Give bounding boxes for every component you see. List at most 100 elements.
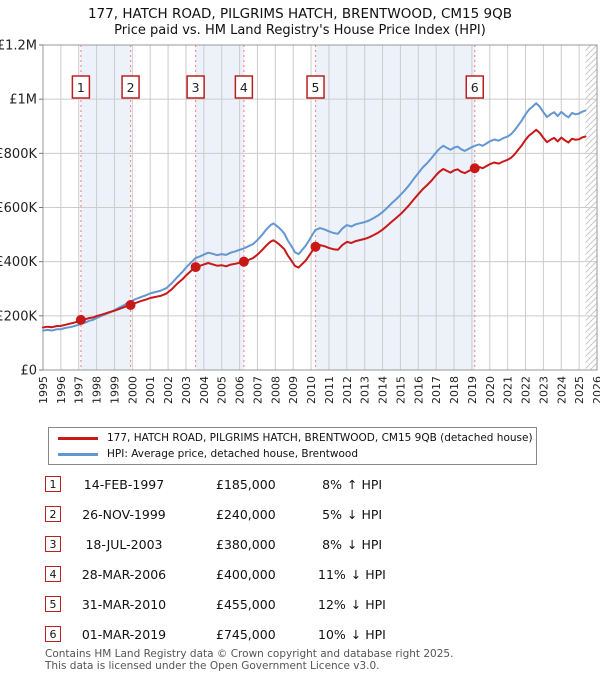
sale-point-dot (125, 300, 136, 310)
row-date: 14-FEB-1997 (83, 476, 165, 492)
sale-point-dot (310, 241, 321, 252)
x-axis-year-label: 2025 (573, 376, 586, 404)
sale-number-box (71, 75, 91, 99)
row-number-box: 6 (45, 626, 61, 642)
row-number-box: 1 (45, 476, 61, 492)
x-axis-year-label: 2024 (555, 376, 568, 404)
x-axis-year-label: 2008 (269, 376, 282, 404)
x-axis-year-label: 2018 (448, 376, 461, 404)
table-row: 1 14-FEB-1997 £185,000 8% ↑ HPI (45, 469, 565, 499)
row-number-box: 2 (45, 506, 61, 522)
y-axis-label: £200K (0, 309, 37, 324)
x-axis-year-label: 2006 (234, 376, 247, 404)
x-axis-year-label: 2019 (466, 376, 479, 404)
sale-point-dot (75, 314, 86, 325)
x-axis-year-label: 2007 (251, 376, 264, 404)
x-axis-year-label: 1998 (91, 376, 104, 404)
row-date: 26-NOV-1999 (82, 506, 166, 522)
footer: Contains HM Land Registry data © Crown c… (45, 648, 454, 672)
row-price: £400,000 (216, 566, 276, 582)
x-axis-year-label: 2003 (180, 376, 193, 404)
row-hpi-delta: 5% ↓ HPI (322, 506, 383, 522)
row-date: 28-MAR-2006 (81, 566, 167, 582)
sale-point-dot (190, 262, 201, 273)
y-axis-label: £0 (20, 364, 37, 379)
sale-number-box (121, 75, 140, 99)
row-price: £455,000 (216, 596, 276, 612)
page-subtitle: Price paid vs. HM Land Registry's House … (114, 23, 486, 38)
row-hpi-delta: 8% ↓ HPI (322, 536, 383, 552)
row-number-box: 3 (45, 536, 61, 552)
row-hpi-delta: 12% ↓ HPI (318, 596, 386, 612)
legend-item-hpi: HPI: Average price, detached house, Bren… (58, 448, 536, 460)
hpi-line-swatch (58, 452, 98, 456)
row-number-box: 4 (45, 566, 61, 582)
table-row: 4 28-MAR-2006 £400,000 11% ↓ HPI (45, 559, 565, 589)
table-row: 3 18-JUL-2003 £380,000 8% ↓ HPI (45, 529, 565, 559)
x-axis-year-label: 2001 (144, 376, 157, 404)
row-price: £185,000 (216, 476, 276, 492)
row-number-box: 5 (45, 596, 61, 612)
page-title: 177, HATCH ROAD, PILGRIMS HATCH, BRENTWO… (87, 6, 513, 22)
table-row: 6 01-MAR-2019 £745,000 10% ↓ HPI (45, 619, 565, 649)
table-row: 2 26-NOV-1999 £240,000 5% ↓ HPI (45, 499, 565, 529)
x-axis-year-label: 2022 (520, 376, 533, 404)
footer-line-1: Contains HM Land Registry data © Crown c… (45, 648, 454, 660)
price-chart: 1 2 3 4 5 6 £0 £200K £400K £600K £800K £1M £1.2M 1995… (0, 39, 600, 405)
x-axis-year-label: 2005 (216, 376, 229, 404)
row-date: 31-MAR-2010 (81, 596, 167, 612)
y-axis-label: £800K (0, 147, 37, 162)
sale-number-label: 5 (312, 80, 320, 95)
x-axis-year-label: 2010 (305, 376, 318, 404)
row-hpi-delta: 11% ↓ HPI (318, 566, 386, 582)
x-axis-year-label: 1997 (73, 376, 86, 404)
row-price: £240,000 (216, 506, 276, 522)
row-hpi-delta: 8% ↑ HPI (322, 476, 383, 492)
x-axis-year-label: 2004 (198, 376, 211, 404)
x-axis-year-label: 2017 (430, 376, 443, 404)
hpi-line (42, 102, 587, 332)
legend-item-property: 177, HATCH ROAD, PILGRIMS HATCH, BRENTWO… (58, 432, 536, 444)
sale-number-label: 4 (240, 80, 248, 95)
y-axis-label: £600K (0, 201, 37, 216)
x-axis-year-label: 2000 (126, 376, 139, 404)
x-axis-year-label: 2009 (287, 376, 300, 404)
x-axis-year-label: 2020 (484, 376, 497, 404)
x-axis-year-label: 2014 (377, 376, 390, 404)
sale-number-box (306, 75, 325, 99)
row-price: £745,000 (216, 626, 276, 642)
sale-number-label: 2 (127, 80, 135, 95)
property-line (42, 128, 587, 329)
x-axis-year-label: 1996 (55, 376, 68, 404)
footer-line-2: This data is licensed under the Open Gov… (45, 659, 380, 672)
x-axis-year-label: 2002 (162, 376, 175, 404)
sale-point-dot (238, 256, 249, 267)
row-date: 01-MAR-2019 (81, 626, 167, 642)
x-axis-year-label: 1999 (108, 376, 121, 404)
y-axis-label: £1.2M (0, 39, 37, 54)
x-axis-year-label: 2013 (359, 376, 372, 404)
chart-legend: 177, HATCH ROAD, PILGRIMS HATCH, BRENTWO… (48, 427, 537, 465)
x-axis-year-label: 2015 (394, 376, 407, 404)
table-row: 5 31-MAR-2010 £455,000 12% ↓ HPI (45, 589, 565, 619)
x-axis-year-label: 2021 (502, 376, 515, 404)
transactions-table: 1 14-FEB-1997 £185,000 8% ↑ HPI 2 26-NOV-1999 £… (45, 469, 565, 649)
x-axis-year-label: 1995 (37, 376, 50, 404)
row-date: 18-JUL-2003 (85, 536, 163, 552)
sale-number-box (465, 75, 485, 99)
sale-number-box (186, 75, 205, 99)
property-line-swatch (58, 436, 98, 440)
x-axis-year-label: 2011 (323, 376, 336, 404)
x-axis-year-label: 2026 (591, 376, 600, 404)
x-axis-year-label: 2016 (412, 376, 425, 404)
sale-number-label: 3 (192, 80, 200, 95)
x-axis-year-label: 2023 (537, 376, 550, 404)
legend-property-label: 177, HATCH ROAD, PILGRIMS HATCH, BRENTWO… (107, 432, 533, 444)
row-price: £380,000 (216, 536, 276, 552)
sale-point-dot (469, 163, 480, 174)
row-hpi-delta: 10% ↓ HPI (318, 626, 386, 642)
sale-number-label: 1 (77, 80, 85, 95)
sale-number-label: 6 (471, 80, 479, 95)
sale-number-box (234, 75, 254, 99)
